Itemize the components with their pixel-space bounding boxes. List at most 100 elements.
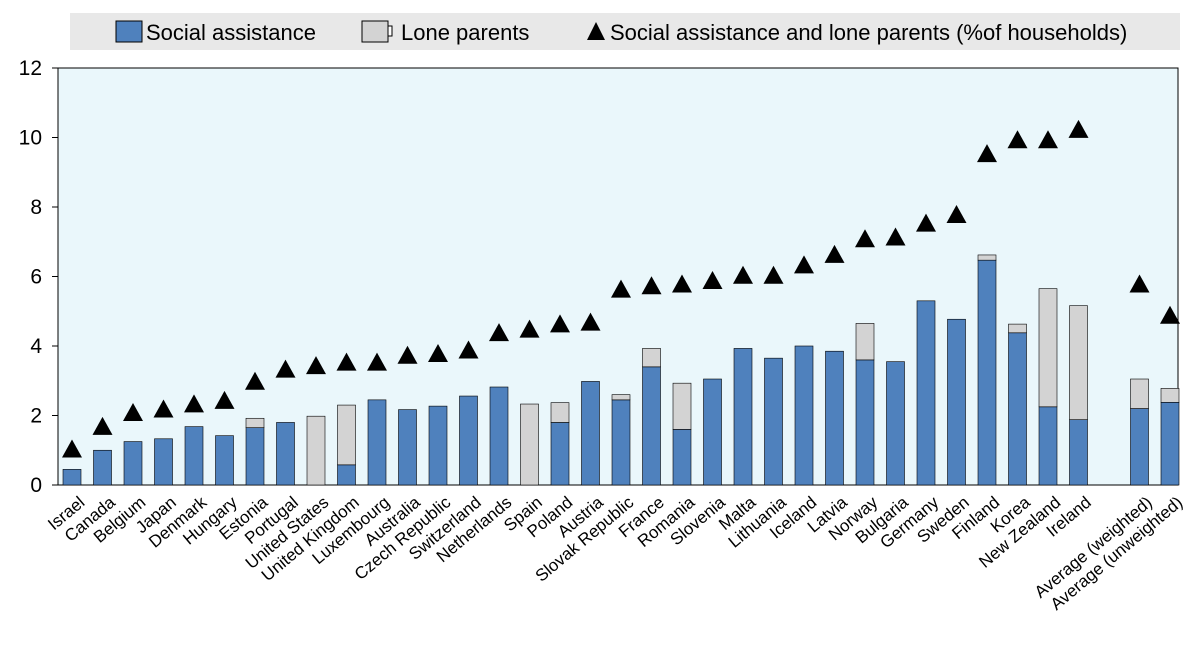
- bar-social-assistance: [1038, 406, 1058, 486]
- bar-lone-parents: [337, 404, 356, 466]
- legend-label-lone-parents: Lone parents: [401, 20, 529, 45]
- marker-combined: [214, 390, 235, 409]
- marker-combined: [672, 274, 692, 293]
- marker-combined: [519, 319, 540, 338]
- bars: [62, 254, 1180, 486]
- y-tick-label: 6: [30, 266, 42, 289]
- bar-social-assistance: [123, 441, 143, 486]
- bar-lone-parents: [977, 254, 997, 261]
- marker-combined: [184, 394, 204, 413]
- bar-social-assistance: [855, 359, 875, 486]
- marker-combined: [1160, 305, 1180, 324]
- marker-combined: [153, 399, 174, 418]
- bar-social-assistance: [794, 345, 814, 486]
- bar-social-assistance: [1130, 408, 1149, 486]
- marker-combined: [458, 340, 479, 359]
- marker-combined: [580, 312, 601, 331]
- bar-lone-parents: [611, 394, 631, 401]
- marker-combined: [336, 352, 357, 371]
- marker-combined: [855, 229, 875, 248]
- marker-combined: [245, 371, 265, 390]
- marker-combined: [428, 343, 448, 362]
- bar-social-assistance: [642, 366, 661, 486]
- y-tick-label: 10: [19, 127, 42, 150]
- marker-combined: [794, 255, 814, 274]
- bar-social-assistance: [93, 449, 112, 486]
- bar-social-assistance: [428, 405, 448, 486]
- marker-combined: [92, 416, 113, 435]
- bar-lone-parents: [245, 417, 265, 428]
- marker-combined: [1007, 130, 1028, 149]
- bar-social-assistance: [947, 318, 966, 486]
- bar-lone-parents: [855, 323, 875, 361]
- y-tick-label: 8: [30, 196, 42, 219]
- marker-combined: [397, 345, 418, 364]
- y-axis: 0 2 4 6 8 10 12: [19, 57, 58, 497]
- legend: Social assistance Lone parents Social as…: [70, 13, 1180, 50]
- bar-lone-parents: [642, 348, 661, 368]
- marker-combined: [977, 144, 997, 163]
- bar-social-assistance: [1160, 401, 1180, 486]
- marker-combined: [1038, 130, 1058, 149]
- marker-combined: [733, 265, 753, 284]
- bar-lone-parents: [306, 415, 326, 486]
- legend-swatch-lone-parents-tab: [387, 25, 393, 37]
- markers: [62, 119, 1180, 458]
- marker-combined: [62, 439, 82, 458]
- marker-combined: [550, 314, 570, 333]
- bar-social-assistance: [550, 422, 570, 486]
- bar-social-assistance: [398, 409, 417, 486]
- bar-social-assistance: [276, 422, 295, 486]
- marker-combined: [275, 359, 296, 378]
- marker-combined: [641, 276, 662, 295]
- marker-combined: [367, 352, 387, 371]
- bar-social-assistance: [916, 300, 936, 486]
- marker-combined: [763, 265, 784, 284]
- bar-lone-parents: [672, 382, 692, 430]
- bar-social-assistance: [886, 361, 905, 486]
- bar-social-assistance: [489, 386, 509, 486]
- y-tick-label: 0: [30, 474, 42, 497]
- bar-social-assistance: [825, 350, 844, 486]
- legend-label-combined: Social assistance and lone parents (%of …: [610, 20, 1127, 45]
- bar-lone-parents: [1130, 378, 1149, 409]
- bar-social-assistance: [1008, 332, 1027, 486]
- bar-lone-parents: [550, 402, 570, 423]
- marker-combined: [824, 244, 845, 263]
- bar-social-assistance: [672, 429, 692, 486]
- marker-combined: [1068, 119, 1089, 138]
- legend-label-social-assistance: Social assistance: [146, 20, 316, 45]
- legend-swatch-lone-parents: [361, 20, 389, 43]
- legend-swatch-social-assistance: [115, 20, 143, 43]
- bar-social-assistance: [215, 435, 234, 486]
- marker-combined: [489, 323, 509, 342]
- bar-social-assistance: [245, 427, 265, 486]
- bar-social-assistance: [1069, 419, 1088, 486]
- y-tick-label: 2: [30, 405, 42, 428]
- bar-social-assistance: [581, 381, 600, 486]
- legend-background: [70, 13, 1180, 50]
- bar-social-assistance: [977, 259, 997, 486]
- bar-social-assistance: [459, 395, 478, 486]
- bar-social-assistance: [733, 348, 753, 486]
- bar-social-assistance: [703, 378, 722, 486]
- y-tick-label: 4: [30, 335, 42, 358]
- marker-combined: [916, 213, 936, 232]
- bar-lone-parents: [1038, 288, 1058, 408]
- marker-combined: [1129, 274, 1150, 293]
- y-tick-label: 12: [19, 57, 42, 80]
- bar-social-assistance: [62, 469, 82, 486]
- bar-social-assistance: [154, 438, 173, 486]
- bar-lone-parents: [1069, 305, 1088, 420]
- marker-combined: [885, 227, 906, 246]
- marker-combined: [306, 356, 326, 375]
- bar-lone-parents: [520, 403, 539, 486]
- bar-social-assistance: [184, 426, 204, 486]
- bar-social-assistance: [367, 399, 387, 486]
- marker-combined: [946, 204, 967, 223]
- bar-social-assistance: [337, 464, 356, 486]
- x-axis-labels: IsraelCanadaBelgiumJapanDenmarkHungaryEs…: [44, 492, 1184, 614]
- legend-marker-combined: [587, 22, 605, 40]
- marker-combined: [702, 270, 723, 289]
